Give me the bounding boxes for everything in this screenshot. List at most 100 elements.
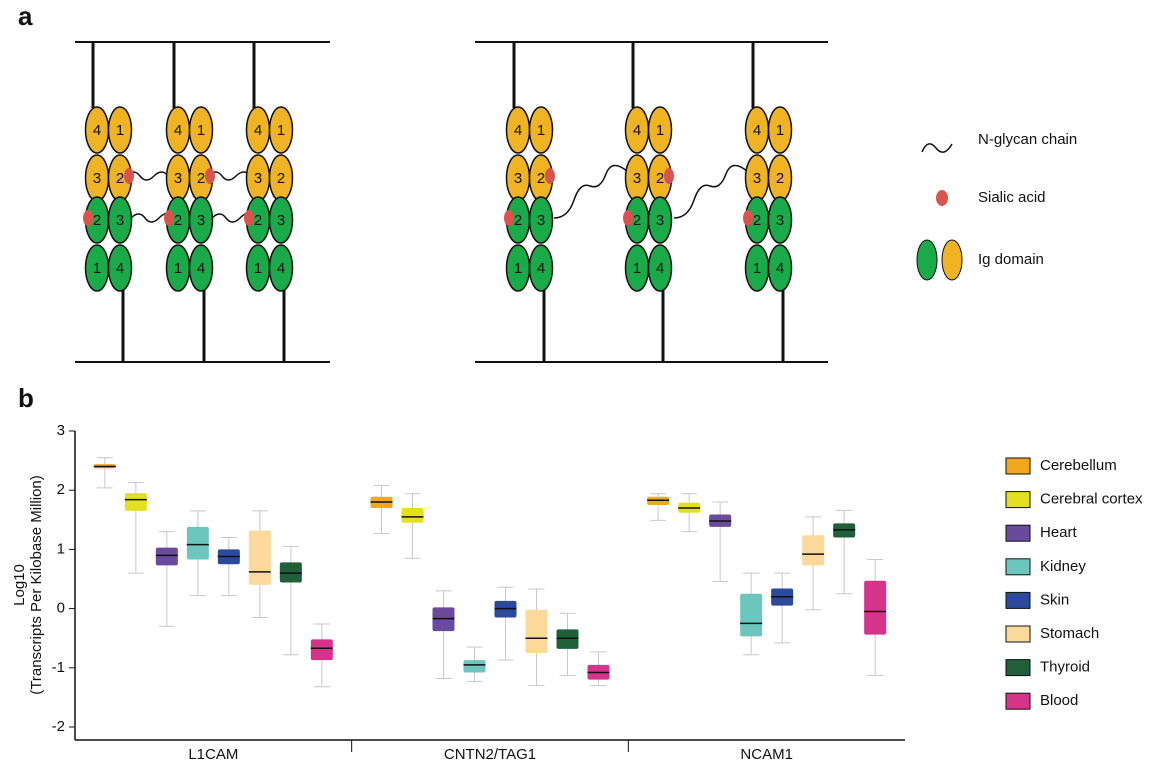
glycan — [674, 165, 748, 218]
legend-label: Heart — [1040, 524, 1078, 541]
legend-swatch — [1006, 458, 1030, 474]
x-tick-label: CNTN2/TAG1 — [444, 746, 536, 763]
x-tick-label: L1CAM — [188, 746, 238, 763]
domain-number: 2 — [656, 170, 664, 187]
domain-number: 3 — [537, 212, 545, 229]
domain-number: 4 — [93, 122, 101, 139]
domain-number: 2 — [277, 170, 285, 187]
domain-number: 1 — [537, 122, 545, 139]
domain-number: 4 — [254, 122, 262, 139]
domain-number: 2 — [537, 170, 545, 187]
legend-label: Sialic acid — [978, 189, 1046, 206]
domain-number: 1 — [197, 122, 205, 139]
legend-label: Kidney — [1040, 558, 1086, 575]
figure: a b N-glycan chain Sialic acid Ig domain… — [0, 0, 1176, 765]
panel-label: b — [18, 383, 34, 413]
domain-number: 2 — [197, 170, 205, 187]
domain-number: 4 — [116, 260, 124, 277]
domain-number: 4 — [277, 260, 285, 277]
domain-number: 4 — [197, 260, 205, 277]
legend-swatch — [1006, 592, 1030, 608]
y-axis-title-line: Log10 — [11, 564, 28, 606]
box — [864, 581, 886, 635]
box — [557, 629, 579, 649]
legend-ig-icon — [942, 240, 962, 280]
legend-swatch — [1006, 693, 1030, 709]
box — [464, 660, 486, 672]
box — [402, 508, 424, 523]
domain-number: 3 — [116, 212, 124, 229]
box — [187, 527, 209, 560]
legend-swatch — [1006, 492, 1030, 508]
sialic-acid — [124, 168, 134, 184]
domain-number: 1 — [514, 260, 522, 277]
legend-label: Cerebellum — [1040, 457, 1117, 474]
domain-number: 1 — [656, 122, 664, 139]
legend-label: Cerebral cortex — [1040, 491, 1143, 508]
domain-number: 3 — [656, 212, 664, 229]
sialic-acid — [83, 210, 93, 226]
domain-number: 1 — [93, 260, 101, 277]
y-tick-label: 3 — [57, 422, 65, 439]
y-tick-label: -1 — [52, 659, 65, 676]
domain-number: 2 — [753, 212, 761, 229]
sialic-acid — [545, 168, 555, 184]
legend-label: Ig domain — [978, 251, 1044, 268]
domain-number: 1 — [776, 122, 784, 139]
domain-number: 1 — [254, 260, 262, 277]
legend-label: Thyroid — [1040, 659, 1090, 676]
domain-number: 1 — [277, 122, 285, 139]
legend-glycan-icon — [922, 144, 952, 152]
box — [249, 530, 271, 584]
box — [311, 639, 333, 660]
domain-number: 2 — [776, 170, 784, 187]
sialic-acid — [623, 210, 633, 226]
domain-number: 1 — [753, 260, 761, 277]
domain-number: 3 — [514, 170, 522, 187]
legend-ig-icon — [917, 240, 937, 280]
domain-number: 2 — [633, 212, 641, 229]
box-chart: -2-10123Log10(Transcripts Per Kilobase M… — [11, 422, 1143, 763]
domain-number: 4 — [776, 260, 784, 277]
sialic-acid — [244, 210, 254, 226]
domain-number: 2 — [514, 212, 522, 229]
domain-number: 3 — [174, 170, 182, 187]
legend-label: Skin — [1040, 591, 1069, 608]
sialic-acid — [664, 168, 674, 184]
sialic-acid — [743, 210, 753, 226]
legend-label: Stomach — [1040, 625, 1099, 642]
y-axis-title: Log10(Transcripts Per Kilobase Million) — [11, 475, 45, 695]
y-tick-label: 1 — [57, 540, 65, 557]
domain-number: 4 — [174, 122, 182, 139]
legend-swatch — [1006, 559, 1030, 575]
box — [156, 548, 178, 566]
y-tick-label: 2 — [57, 481, 65, 498]
legend-swatch — [1006, 660, 1030, 676]
y-tick-label: -2 — [52, 718, 65, 735]
legend-label: Blood — [1040, 692, 1078, 709]
domain-number: 3 — [197, 212, 205, 229]
sialic-acid — [205, 168, 215, 184]
sialic-acid — [164, 210, 174, 226]
domain-number: 3 — [254, 170, 262, 187]
sialic-acid — [504, 210, 514, 226]
x-tick-label: NCAM1 — [740, 746, 793, 763]
box — [740, 594, 762, 637]
legend-swatch — [1006, 525, 1030, 541]
legend-label: N-glycan chain — [978, 131, 1077, 148]
domain-number: 4 — [656, 260, 664, 277]
legend-swatch — [1006, 626, 1030, 642]
panel-label: a — [18, 1, 33, 31]
domain-number: 2 — [174, 212, 182, 229]
domain-number: 4 — [514, 122, 522, 139]
domain-number: 2 — [254, 212, 262, 229]
domain-number: 2 — [93, 212, 101, 229]
domain-number: 1 — [174, 260, 182, 277]
domain-number: 1 — [116, 122, 124, 139]
domain-number: 2 — [116, 170, 124, 187]
y-axis-title-line: (Transcripts Per Kilobase Million) — [28, 475, 45, 695]
box — [526, 610, 548, 653]
domain-number: 3 — [633, 170, 641, 187]
domain-number: 3 — [776, 212, 784, 229]
